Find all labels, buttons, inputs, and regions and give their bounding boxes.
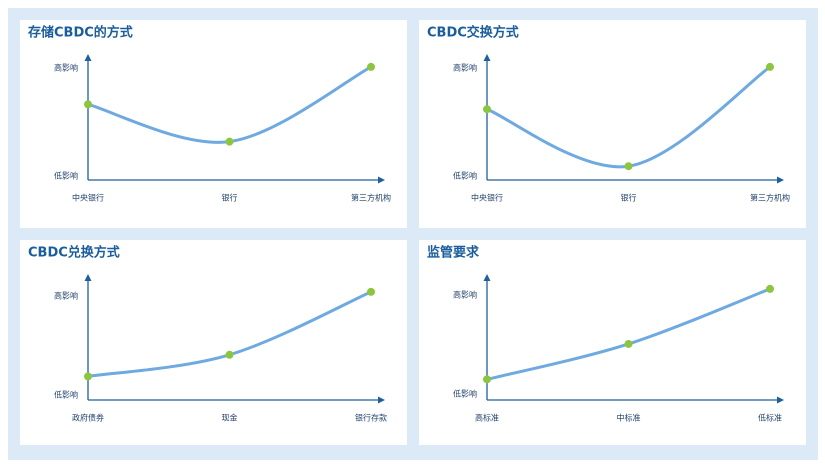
- point: [84, 100, 92, 109]
- y-axis-arrow: [84, 54, 92, 61]
- y-axis-arrow: [483, 274, 491, 281]
- point: [766, 284, 774, 293]
- y-tick-label: 低影响: [453, 171, 477, 181]
- point: [483, 105, 491, 114]
- y-axis-arrow: [84, 274, 92, 281]
- chart-title: CBDC兑换方式: [28, 245, 120, 261]
- chart-title: 监管要求: [427, 245, 480, 261]
- point: [624, 339, 633, 348]
- x-tick-label: 银行: [621, 193, 637, 203]
- x-tick-label: 现金: [222, 413, 238, 423]
- y-tick-label: 高影响: [453, 62, 477, 72]
- x-tick-label: 第三方机构: [351, 193, 391, 203]
- point: [367, 287, 375, 296]
- x-axis-arrow: [777, 176, 784, 184]
- point: [766, 62, 774, 71]
- point: [624, 162, 633, 171]
- panel: [20, 240, 407, 445]
- x-tick-label: 银行存款: [355, 413, 387, 423]
- x-tick-label: 低标准: [758, 413, 782, 423]
- x-tick-label: 中央银行: [471, 193, 503, 203]
- y-axis-arrow: [483, 54, 491, 61]
- point: [225, 137, 234, 146]
- x-axis-arrow: [777, 396, 784, 404]
- x-axis-arrow: [378, 396, 385, 404]
- y-tick-label: 高影响: [453, 289, 477, 299]
- panel: [20, 20, 407, 228]
- x-tick-label: 中标准: [617, 413, 641, 423]
- x-tick-label: 银行: [222, 193, 238, 203]
- chart-title: 存储CBDC的方式: [28, 25, 133, 41]
- point: [367, 62, 375, 71]
- chart-title: CBDC交换方式: [427, 25, 519, 41]
- y-tick-label: 高影响: [54, 62, 78, 72]
- x-tick-label: 第三方机构: [750, 193, 790, 203]
- y-tick-label: 低影响: [54, 390, 78, 400]
- point: [483, 375, 491, 384]
- point: [225, 350, 234, 359]
- point: [84, 372, 92, 381]
- panel: [419, 20, 806, 228]
- x-tick-label: 高标准: [475, 413, 499, 423]
- y-tick-label: 低影响: [54, 171, 78, 181]
- x-axis-arrow: [378, 176, 385, 184]
- x-tick-label: 中央银行: [72, 193, 104, 203]
- x-tick-label: 政府债券: [72, 413, 104, 423]
- panel: [419, 240, 806, 445]
- y-tick-label: 高影响: [54, 290, 78, 300]
- y-tick-label: 低影响: [453, 389, 477, 399]
